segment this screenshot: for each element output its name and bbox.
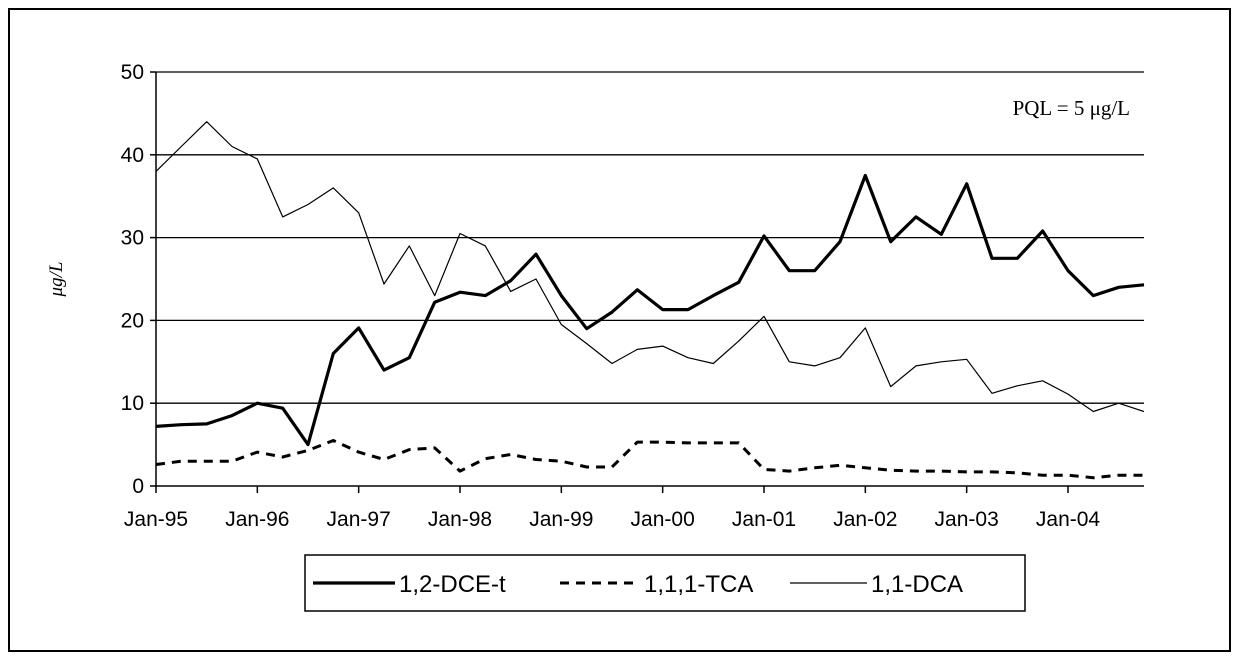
x-tick-label: Jan-00 [631,508,695,531]
x-tick-labels: Jan-95 Jan-96 Jan-97 Jan-98 Jan-99 Jan-00 Jan-… [124,508,1101,531]
gridlines [156,71,1144,404]
axes [150,71,1144,493]
legend-label: 1,2-DCE-t [399,571,506,598]
y-tick-label: 0 [132,475,144,498]
chart-frame: 0 10 20 30 40 50 Jan-95 Jan-96 Jan-97 Jan-98 Jan-… [8,8,1231,652]
legend: 1,2-DCE-t 1,1,1-TCA 1,1-DCA [304,554,1026,612]
x-tick-label: Jan-95 [124,508,188,531]
y-tick-label: 30 [121,227,144,250]
y-tick-label: 10 [121,392,144,415]
legend-label: 1,1,1-TCA [644,571,753,598]
x-tick-label: Jan-02 [833,508,897,531]
y-axis-label: μg/L [46,262,67,298]
x-tick-label: Jan-96 [225,508,289,531]
x-tick-label: Jan-01 [732,508,796,531]
y-tick-label: 20 [121,309,144,332]
x-tick-label: Jan-04 [1036,508,1101,531]
x-tick-label: Jan-99 [529,508,593,531]
series-line-1,1-DCA [155,121,1145,413]
legend-label: 1,1-DCA [871,571,963,598]
legend-box [304,554,1026,612]
pql-annotation: PQL = 5 μg/L [1013,96,1130,120]
series-line-1,2-DCE-t [155,173,1145,447]
x-tick-label: Jan-98 [428,508,492,531]
y-tick-label: 40 [121,144,144,167]
y-tick-label: 50 [121,61,144,84]
y-tick-labels: 0 10 20 30 40 50 [121,61,144,498]
x-tick-label: Jan-03 [935,508,999,531]
series-lines [155,121,1145,480]
series-line-1,1,1-TCA [155,439,1144,480]
x-tick-label: Jan-97 [327,508,391,531]
